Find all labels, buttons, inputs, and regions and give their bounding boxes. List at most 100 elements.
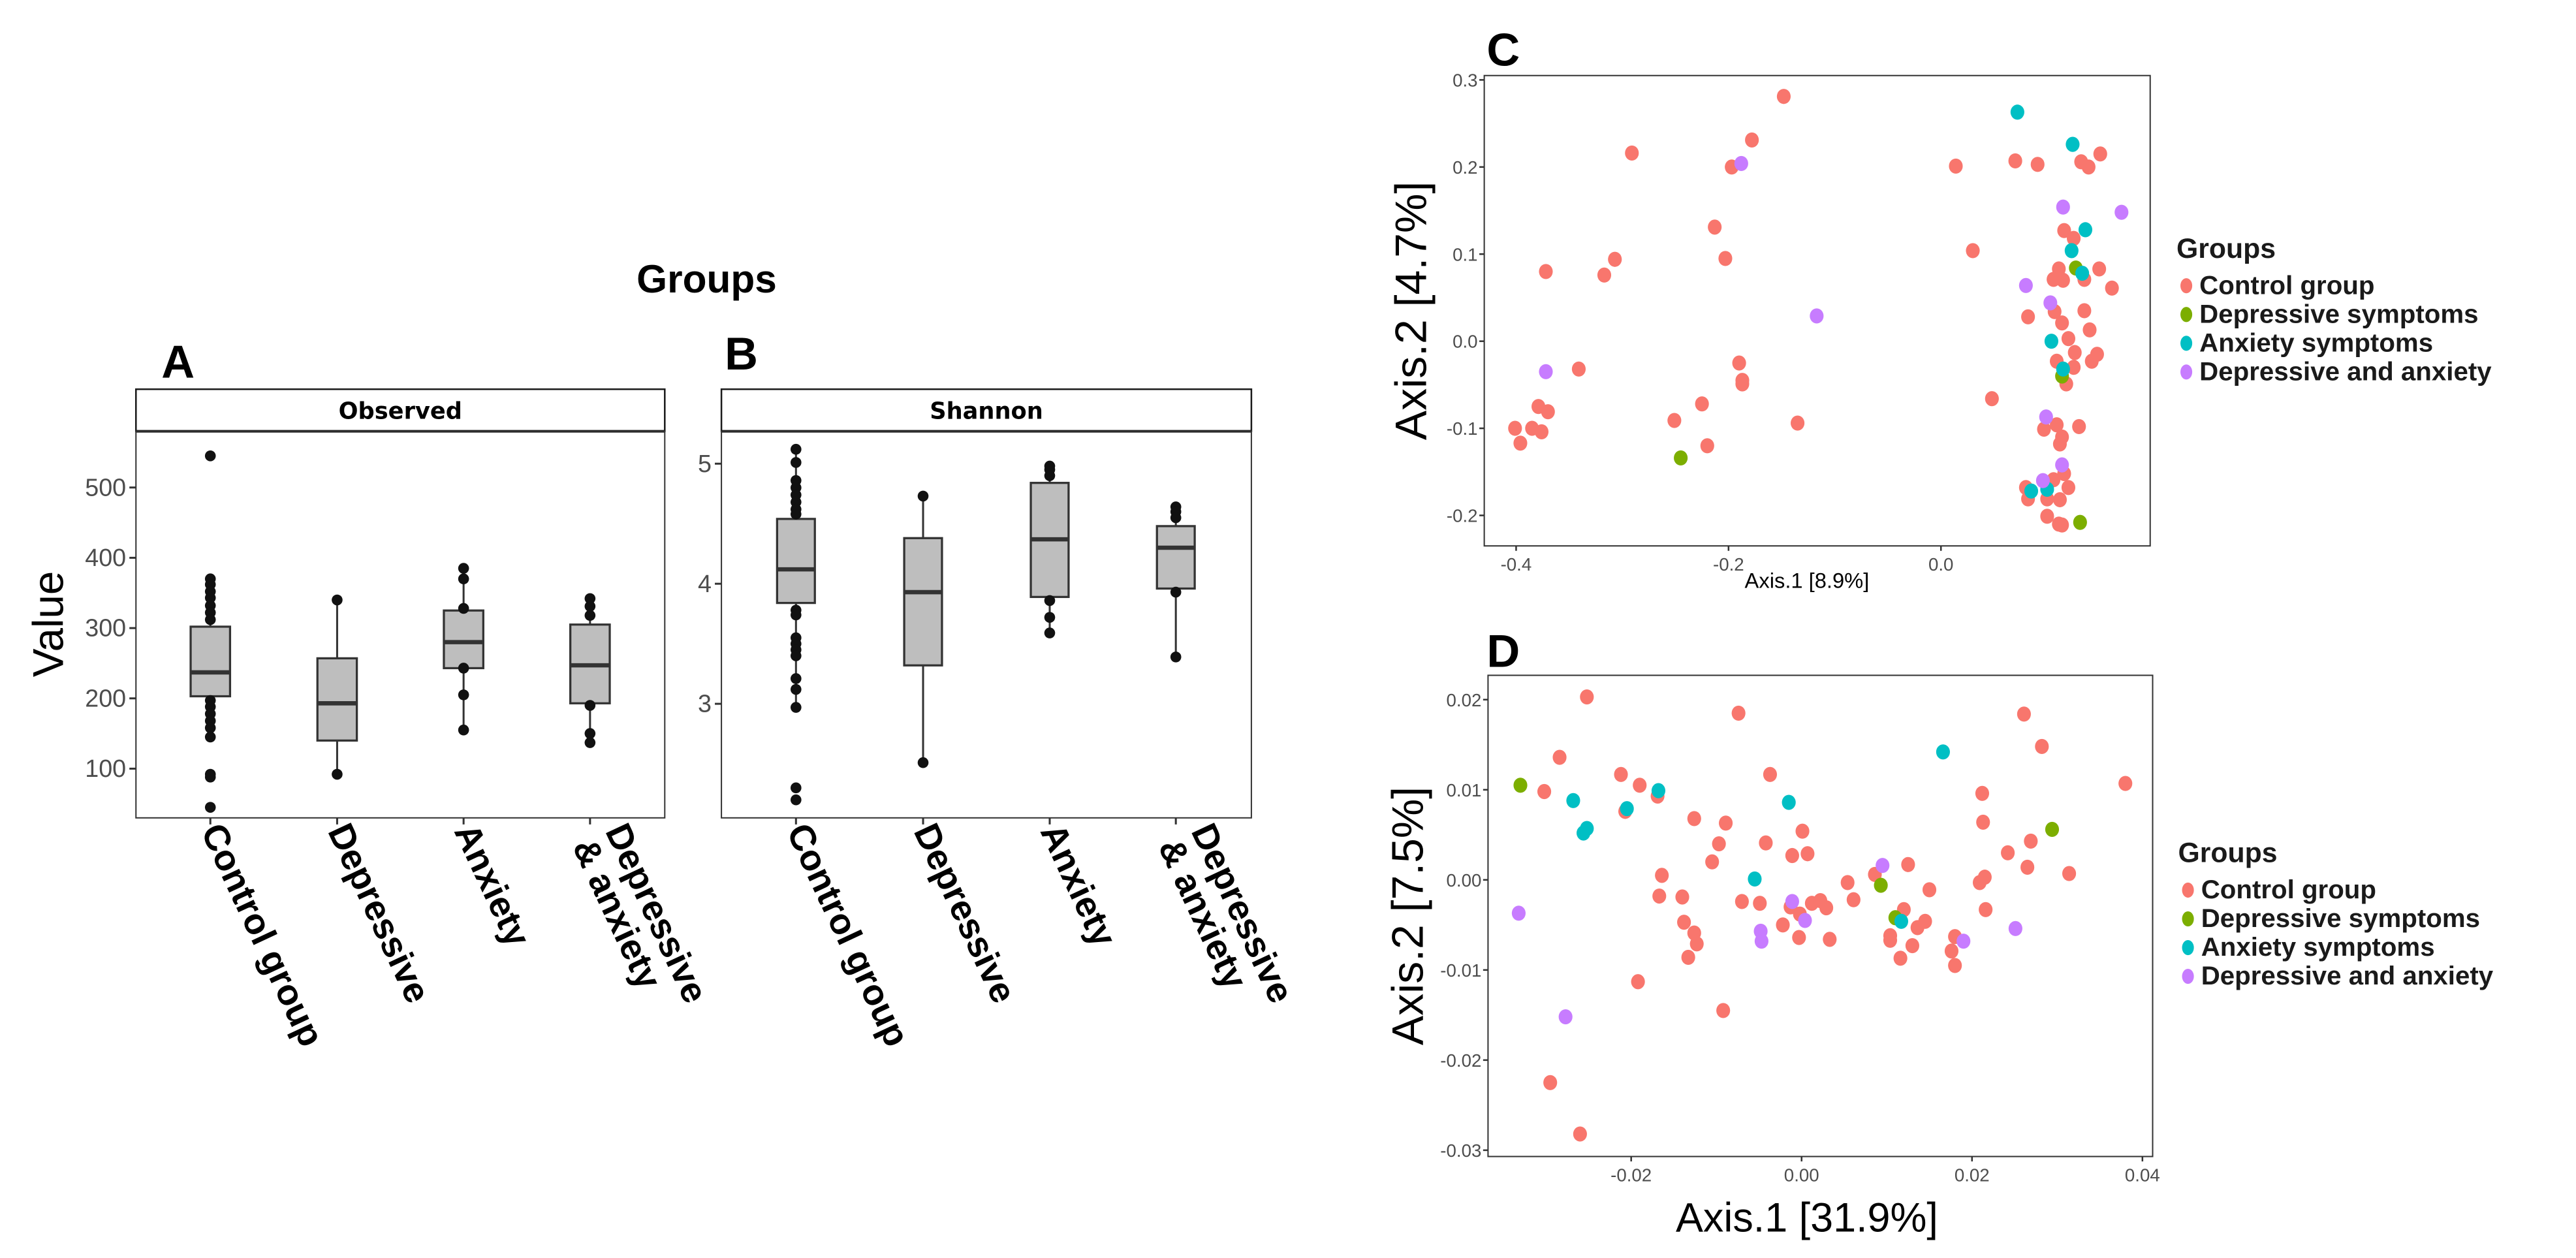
y-tick-label: 0.2 [1453, 157, 1477, 178]
data-point [458, 603, 469, 614]
box [1155, 525, 1196, 590]
data-point [791, 794, 802, 806]
data-point [1719, 815, 1733, 831]
box-group [1155, 501, 1196, 663]
data-point [917, 490, 929, 502]
x-tick-label: -0.02 [1610, 1165, 1652, 1185]
data-point [2055, 315, 2069, 331]
strip-title: Observed [339, 398, 462, 424]
y-axis-title: Axis.2 [4.7%] [1387, 181, 1436, 440]
data-point [2078, 222, 2093, 238]
data-point [2092, 261, 2107, 277]
data-point [1633, 778, 1647, 793]
y-tick-label: -0.2 [1447, 506, 1478, 526]
data-point [791, 509, 802, 520]
box-group [1029, 460, 1070, 638]
data-point [1625, 145, 1639, 161]
series-control-group [1537, 689, 2133, 1142]
data-point [2037, 421, 2051, 437]
data-point [1708, 219, 1722, 235]
data-point [1776, 89, 1791, 104]
data-point [1798, 913, 1812, 928]
data-point [1695, 396, 1709, 412]
x-tick-label-line: Anxiety [1033, 817, 1125, 953]
data-point [791, 457, 802, 468]
data-point [2035, 473, 2050, 488]
legend-label: Depressive and anxiety [2199, 356, 2492, 386]
x-tick-label-line: Control group [779, 817, 917, 1052]
data-point [1792, 930, 1806, 945]
x-tick-label: Depressive [906, 817, 1024, 1009]
data-point [1718, 251, 1733, 266]
y-axis-title: Axis.2 [7.5%] [1383, 787, 1432, 1045]
data-point [2067, 230, 2081, 246]
data-point [1810, 308, 1824, 324]
data-point [1558, 1009, 1573, 1025]
data-point [584, 593, 596, 605]
data-point [1905, 937, 1919, 954]
series-depressive-and-anxiety [1511, 858, 2022, 1025]
plot-area [1487, 674, 2154, 1157]
y-tick-label: 500 [85, 473, 126, 501]
data-point [458, 663, 469, 674]
legend-marker [2182, 968, 2194, 984]
data-point [1840, 875, 1855, 890]
x-axis-title: Axis.1 [8.9%] [1745, 569, 1870, 593]
data-point [1745, 132, 1759, 148]
data-point [2077, 303, 2092, 319]
data-point [1732, 355, 1746, 371]
data-point [2075, 266, 2090, 281]
y-tick-label: 400 [85, 544, 126, 571]
data-point [791, 702, 802, 713]
box-group [189, 450, 232, 813]
data-point [1800, 846, 1815, 862]
data-point [1776, 917, 1790, 933]
data-point [204, 592, 216, 604]
data-point [204, 731, 216, 743]
panel-d-pcoa-scatter: 0.02 0.01 0.00 -0.01 -0.02 -0.03 -0.02 0.00 0.02… [1383, 674, 2494, 1241]
data-point [204, 722, 216, 734]
data-point [1513, 435, 1528, 451]
panel-letter-b: B [725, 328, 758, 379]
box [316, 657, 358, 742]
box-group [569, 593, 611, 748]
data-point [2093, 146, 2107, 162]
strip-header [135, 388, 666, 432]
data-point [1511, 905, 1526, 921]
data-point [2043, 295, 2058, 311]
data-point [1675, 889, 1689, 905]
x-tick-label: Control group [193, 817, 332, 1052]
data-point [2105, 280, 2119, 296]
data-point [1956, 934, 1971, 949]
data-point [1883, 932, 1898, 948]
legend-marker [2180, 307, 2193, 322]
data-point [791, 650, 802, 661]
y-tick-label: -0.01 [1440, 960, 1481, 981]
data-point [1936, 744, 1950, 760]
data-point [1170, 512, 1182, 524]
data-point [1543, 1075, 1558, 1090]
x-tick-label: 0.04 [2125, 1165, 2160, 1185]
data-point [791, 684, 802, 695]
data-point [584, 737, 596, 748]
data-point [204, 614, 216, 625]
data-point [1922, 882, 1937, 898]
data-point [1597, 267, 1612, 283]
data-point [2052, 436, 2067, 452]
data-point [1687, 811, 1701, 826]
data-point [1735, 894, 1749, 909]
series-control-group [1508, 89, 2119, 533]
box-group [903, 490, 943, 768]
data-point [1681, 949, 1695, 966]
data-point [2066, 136, 2080, 152]
data-point [2020, 859, 2035, 875]
plot-area [721, 430, 1252, 819]
legend-marker [2180, 278, 2193, 294]
data-point [1754, 934, 1768, 949]
data-point [1566, 793, 1580, 808]
legend-marker [2180, 364, 2193, 380]
y-tick-label: 200 [85, 684, 126, 712]
data-point [458, 563, 469, 574]
data-point [1608, 251, 1622, 267]
